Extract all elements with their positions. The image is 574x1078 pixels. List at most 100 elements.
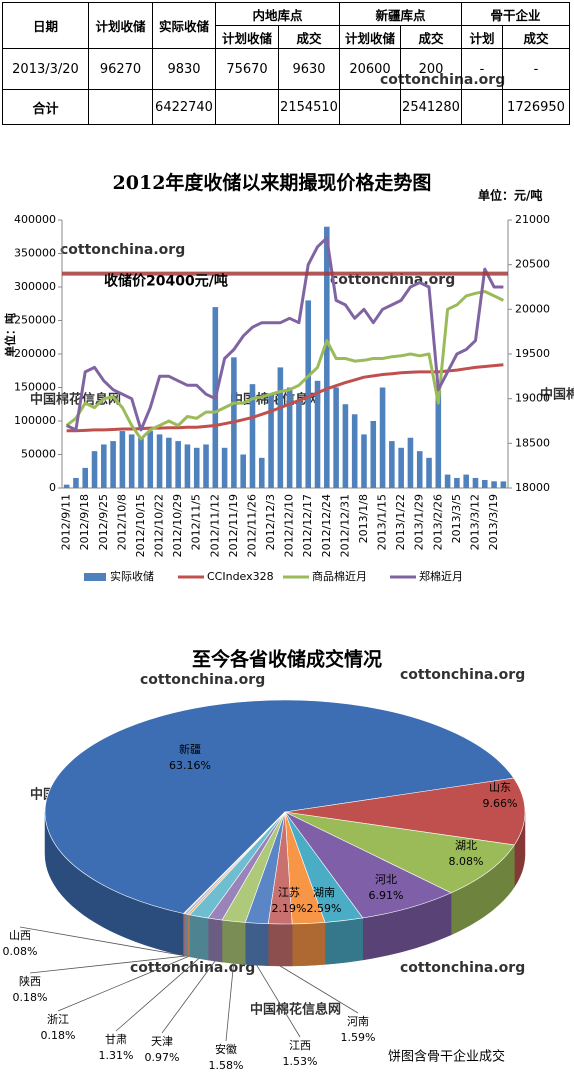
watermark: cottonchina.org: [60, 242, 185, 258]
bar: [407, 437, 414, 488]
pie-slice-side: [324, 917, 364, 965]
table-cell: -: [461, 48, 503, 90]
x-tick-label: 2012/10/15: [134, 494, 147, 557]
y-tick-label: 300000: [14, 280, 56, 293]
watermark: cottonchina.org: [130, 960, 255, 976]
table-cell: 2541280: [400, 89, 462, 125]
bar: [314, 380, 321, 488]
bar: [491, 481, 497, 488]
x-tick-label: 2013/3/12: [468, 494, 481, 550]
bar: [166, 437, 172, 488]
table-row: 日期 计划收储 实际收储 内地库点 新疆库点 骨干企业: [2, 2, 570, 49]
slice-label: 湖北: [455, 839, 477, 852]
slice-label: 河北: [375, 873, 397, 886]
pie-slice-side: [245, 922, 269, 966]
bar: [305, 300, 312, 488]
y-tick-label: 0: [49, 481, 56, 494]
slice-label: 河南: [347, 1015, 369, 1028]
bar: [101, 444, 107, 488]
bar: [463, 474, 469, 488]
bar: [398, 447, 404, 488]
leader-line: [256, 965, 301, 1038]
slice-label: 江西: [289, 1039, 311, 1052]
bar: [444, 474, 451, 488]
table-cell: 实际收储: [152, 2, 216, 49]
slice-value-label: 63.16%: [169, 759, 211, 772]
bar: [147, 431, 154, 488]
slice-label: 甘肃: [105, 1033, 127, 1046]
legend-marker: [84, 573, 106, 581]
pie-slice-side: [221, 919, 246, 965]
bar: [138, 437, 144, 488]
table-cell: -: [502, 48, 570, 90]
bar: [193, 447, 200, 488]
table-cell: [339, 89, 401, 125]
x-tick-label: 2012/10/22: [153, 494, 166, 557]
chart-title: 至今各省收储成交情况: [192, 648, 382, 671]
watermark: cottonchina.org: [140, 672, 265, 688]
watermark: 中国棉花信息网: [250, 1002, 341, 1018]
bar: [379, 387, 386, 488]
table-cell: 1726950: [502, 89, 570, 125]
pie-slice-side: [267, 923, 293, 967]
x-tick-label: 2013/1/29: [413, 494, 426, 550]
bar: [268, 394, 274, 488]
pie-slice-side: [207, 917, 223, 963]
table-cell: 200: [400, 48, 462, 90]
table-cell: 96270: [88, 48, 153, 90]
bar: [240, 454, 246, 488]
bar: [286, 387, 293, 488]
legend-label: 实际收储: [110, 569, 154, 583]
x-tick-label: 2012/12/3: [264, 494, 277, 550]
slice-value-label: 2.19%: [272, 902, 307, 915]
watermark: 中国棉花信息网: [540, 387, 574, 403]
x-tick-label: 2012/9/18: [78, 494, 91, 550]
x-tick-label: 2012/12/31: [338, 494, 351, 557]
leader-line: [19, 926, 185, 957]
bar: [249, 384, 256, 488]
bar: [110, 441, 116, 488]
pie-slice: [284, 811, 515, 894]
slice-label: 山西: [9, 929, 31, 942]
table-cell: 9630: [278, 48, 340, 90]
bar: [258, 457, 265, 488]
slice-label: 江苏: [278, 886, 300, 899]
slice-label: 浙江: [47, 1013, 69, 1026]
bar: [128, 434, 135, 488]
table-cell: 20600: [339, 48, 401, 90]
slice-value-label: 0.97%: [145, 1051, 180, 1064]
bar: [500, 481, 507, 488]
x-tick-label: 2013/2/26: [431, 494, 444, 550]
bar: [472, 477, 479, 488]
pie-slice-side: [186, 914, 190, 958]
x-tick-label: 2013/3/5: [450, 494, 463, 543]
slice-value-label: 8.08%: [449, 855, 484, 868]
slice-label: 陕西: [19, 974, 41, 988]
bar: [324, 226, 330, 488]
note: 饼图含骨干企业成交: [388, 1049, 505, 1065]
slice-value-label: 0.08%: [3, 945, 38, 958]
table-cell: 计划: [461, 25, 503, 49]
pie-slice: [44, 699, 515, 914]
pie-slice: [284, 777, 526, 846]
leader-line: [29, 955, 186, 974]
legend-label: 郑棉近月: [419, 569, 463, 583]
pie-slice-side: [189, 914, 209, 961]
x-tick-label: 2012/11/26: [245, 494, 258, 557]
y-tick-label: 150000: [14, 381, 56, 394]
y2-tick-label: 18000: [515, 481, 550, 494]
table-cell: 新疆库点: [339, 2, 462, 26]
bar: [203, 444, 209, 488]
bar: [175, 441, 181, 488]
x-tick-label: 2012/10/8: [115, 494, 128, 550]
bar: [82, 467, 89, 488]
y2-tick-label: 18500: [515, 436, 550, 449]
y-tick-label: 50000: [21, 448, 56, 461]
pie-slice: [182, 811, 286, 915]
line: [65, 236, 504, 432]
pie-slice-side: [183, 913, 185, 956]
bar: [277, 367, 284, 488]
leader-line: [279, 965, 359, 1014]
